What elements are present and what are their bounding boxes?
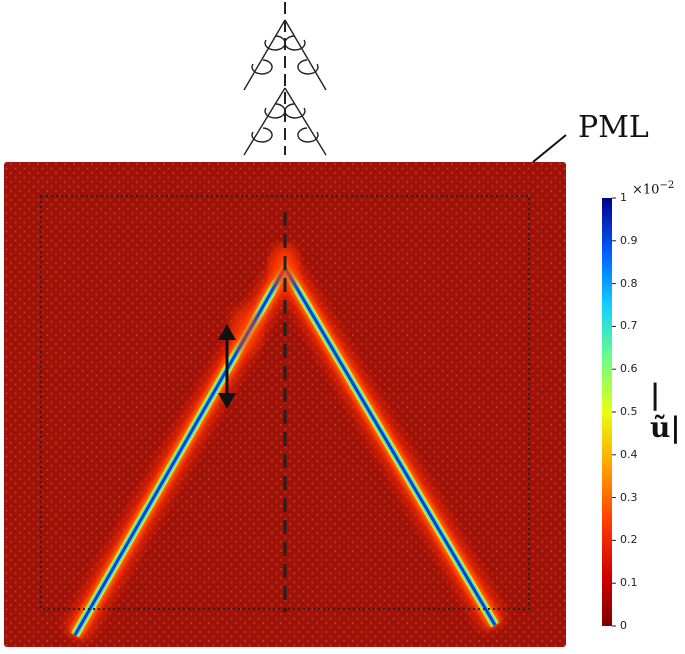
colorbar-tick-label: 0.2 bbox=[620, 533, 638, 546]
colorbar-tick-label: 0.9 bbox=[620, 234, 638, 247]
colorbar-tick-label: 0.1 bbox=[620, 576, 638, 589]
colorbar-exponent: ×10−2 bbox=[632, 180, 674, 197]
colorbar-tick-label: 0 bbox=[620, 619, 627, 632]
colorbar-tick-label: 1 bbox=[620, 191, 627, 204]
colorbar-exponent-power: −2 bbox=[659, 180, 675, 191]
pml-pointer bbox=[532, 134, 567, 163]
colorbar-tick-label: 0.7 bbox=[620, 319, 638, 332]
colorbar-exponent-base: ×10 bbox=[632, 182, 660, 198]
colorbar-tick-label: 0.3 bbox=[620, 491, 638, 504]
pml-label: PML bbox=[578, 110, 649, 145]
colorbar bbox=[602, 198, 612, 626]
double-headed-arrow-icon bbox=[218, 324, 236, 409]
colorbar-ticks bbox=[612, 197, 616, 627]
colorbar-tick-label: 0.8 bbox=[620, 277, 638, 290]
colorbar-tick-label: 0.4 bbox=[620, 448, 638, 461]
colorbar-quantity-label: |ũ| bbox=[650, 378, 681, 444]
chiral-tree-lattice-icon bbox=[243, 2, 327, 156]
colorbar-tick-label: 0.5 bbox=[620, 405, 638, 418]
colorbar-tick-label: 0.6 bbox=[620, 362, 638, 375]
